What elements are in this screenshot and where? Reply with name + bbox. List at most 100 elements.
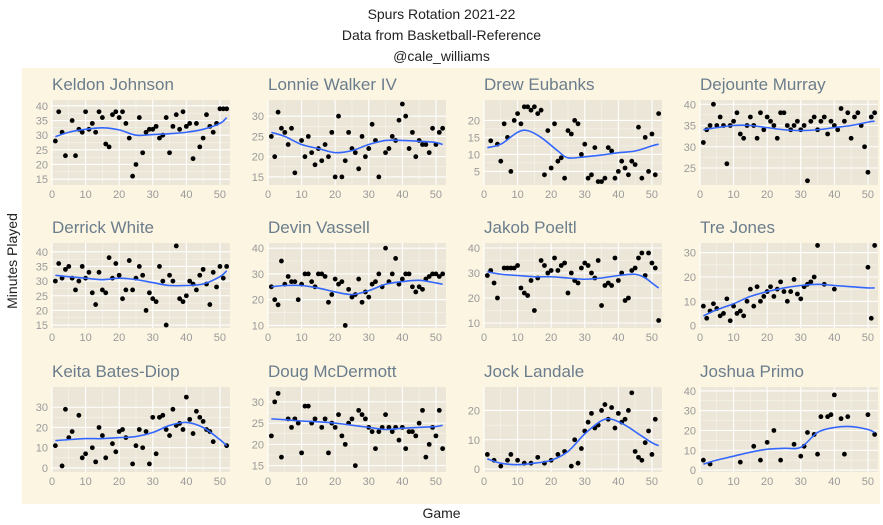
facet-panel: Joshua Primo 0 10 20 30 40 50 0 10 20 30 40 [684,362,878,488]
data-point [528,107,534,113]
y-tick-label: 15 [468,132,480,144]
data-point [717,313,723,319]
data-point [498,158,504,164]
data-point [93,302,99,307]
data-point [426,150,432,156]
data-point [220,275,226,281]
data-point [359,412,365,418]
data-point [491,280,497,286]
y-tick-label: 25 [252,418,264,430]
data-point [552,255,557,261]
data-point [639,457,645,463]
data-point [389,271,395,277]
data-point [170,406,176,412]
x-tick-label: 0 [49,476,55,488]
y-tick-label: 35 [684,121,696,133]
data-point [811,114,817,120]
data-point [89,121,95,126]
smooth-line [487,417,659,466]
data-point [700,303,706,309]
data-point [815,243,820,248]
data-point [403,446,409,452]
data-point [872,243,878,248]
data-point [200,266,206,272]
data-point [302,403,308,409]
data-point [751,303,757,309]
data-point [430,125,435,131]
x-tick-label: 0 [697,476,703,488]
data-point [113,449,119,455]
data-point [83,451,88,457]
data-point [96,109,102,115]
data-point [724,296,730,302]
data-point [420,286,425,292]
data-point [410,129,415,135]
data-point [565,128,571,134]
data-point [582,141,588,147]
data-point [359,299,365,305]
data-point [322,142,328,147]
data-point [545,128,551,134]
data-point [210,129,216,135]
data-point [508,169,514,174]
data-point [511,265,517,271]
x-tick-label: 30 [363,476,375,488]
data-point [96,425,102,430]
data-point [828,412,834,418]
data-point [831,286,837,292]
data-point [369,281,375,287]
data-point [642,440,648,446]
data-point [741,313,747,319]
data-point [342,441,348,447]
data-point [136,264,142,269]
data-point [484,452,490,457]
data-point [831,392,837,398]
data-point [565,290,571,296]
data-point [609,283,615,288]
data-point [389,134,395,139]
data-point [768,284,773,290]
data-point [542,263,547,268]
data-point [187,121,193,126]
data-point [711,101,716,107]
data-point [93,129,99,135]
data-point [110,112,115,118]
data-point [555,268,561,273]
data-point [66,264,72,269]
data-point [319,424,325,430]
data-point [599,408,604,413]
data-point [629,390,635,396]
y-tick-label: 20 [252,439,264,451]
x-tick-label: 0 [49,332,55,344]
data-point [636,124,641,130]
data-point [332,276,338,282]
data-point [163,115,169,120]
data-point [309,279,315,285]
data-point [352,150,358,156]
data-point [332,424,338,430]
data-point [433,271,439,277]
data-point [150,126,156,132]
y-tick-label: 20 [468,405,480,417]
data-point [63,153,68,159]
data-point [436,274,442,279]
data-point [76,278,82,284]
data-point [717,114,723,120]
data-point [52,278,58,284]
data-point [292,170,298,176]
data-point [724,161,730,167]
data-point [285,274,291,279]
data-point [366,294,372,300]
data-point [652,265,658,271]
data-point [754,135,760,141]
data-point [339,279,345,285]
data-point [410,429,415,435]
data-point [562,175,568,181]
data-point [865,412,871,418]
data-point [568,270,574,276]
x-tick-label: 40 [828,189,840,201]
y-tick-label: 40 [36,247,48,259]
data-point [761,127,767,133]
smooth-line [703,425,876,465]
data-point [413,289,419,295]
